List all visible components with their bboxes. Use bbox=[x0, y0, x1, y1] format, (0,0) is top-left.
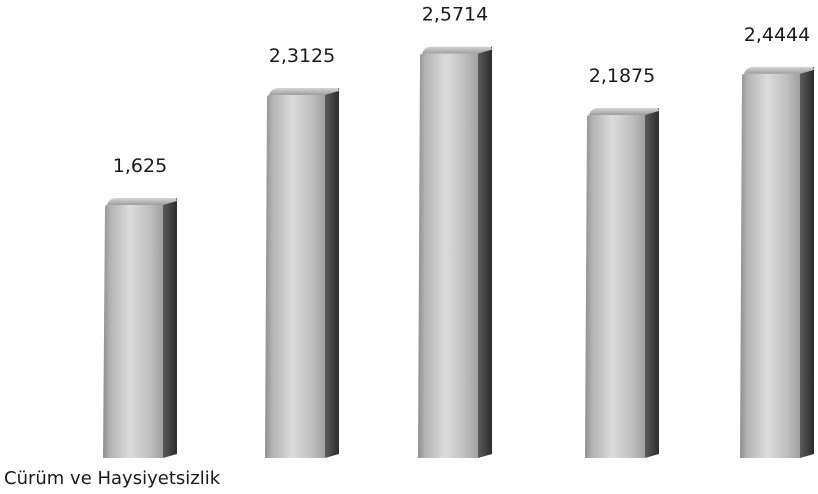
data-label: 1,625 bbox=[113, 155, 167, 177]
bar-top bbox=[422, 46, 492, 54]
data-label: 2,4444 bbox=[744, 24, 810, 46]
bar-top bbox=[107, 198, 177, 205]
bar-side bbox=[325, 88, 339, 458]
data-label: 2,5714 bbox=[422, 4, 488, 26]
bar-front bbox=[585, 115, 645, 458]
category-labels-layer: Cürüm ve Haysiyetsizlik bbox=[4, 468, 221, 489]
data-label: 2,1875 bbox=[589, 65, 655, 87]
bar bbox=[265, 88, 339, 458]
bar-front bbox=[265, 95, 325, 458]
bar bbox=[585, 108, 659, 458]
bar bbox=[418, 46, 492, 459]
data-label: 2,3125 bbox=[269, 45, 335, 67]
bar bbox=[103, 198, 177, 458]
bar-side bbox=[800, 66, 814, 459]
bar-side bbox=[478, 46, 492, 459]
bar-top bbox=[589, 108, 659, 115]
bar-top bbox=[269, 88, 339, 95]
bar bbox=[740, 66, 814, 459]
bar-front bbox=[740, 73, 800, 459]
bars-layer bbox=[103, 46, 814, 459]
bar-side bbox=[645, 108, 659, 458]
bar-side bbox=[163, 198, 177, 458]
bar-front bbox=[418, 53, 478, 459]
bar-top bbox=[744, 66, 814, 74]
bar-front bbox=[103, 205, 163, 458]
category-label: Cürüm ve Haysiyetsizlik bbox=[4, 468, 221, 489]
value-labels-layer: 1,625 2,3125 2,5714 2,1875 2,4444 bbox=[113, 4, 810, 177]
